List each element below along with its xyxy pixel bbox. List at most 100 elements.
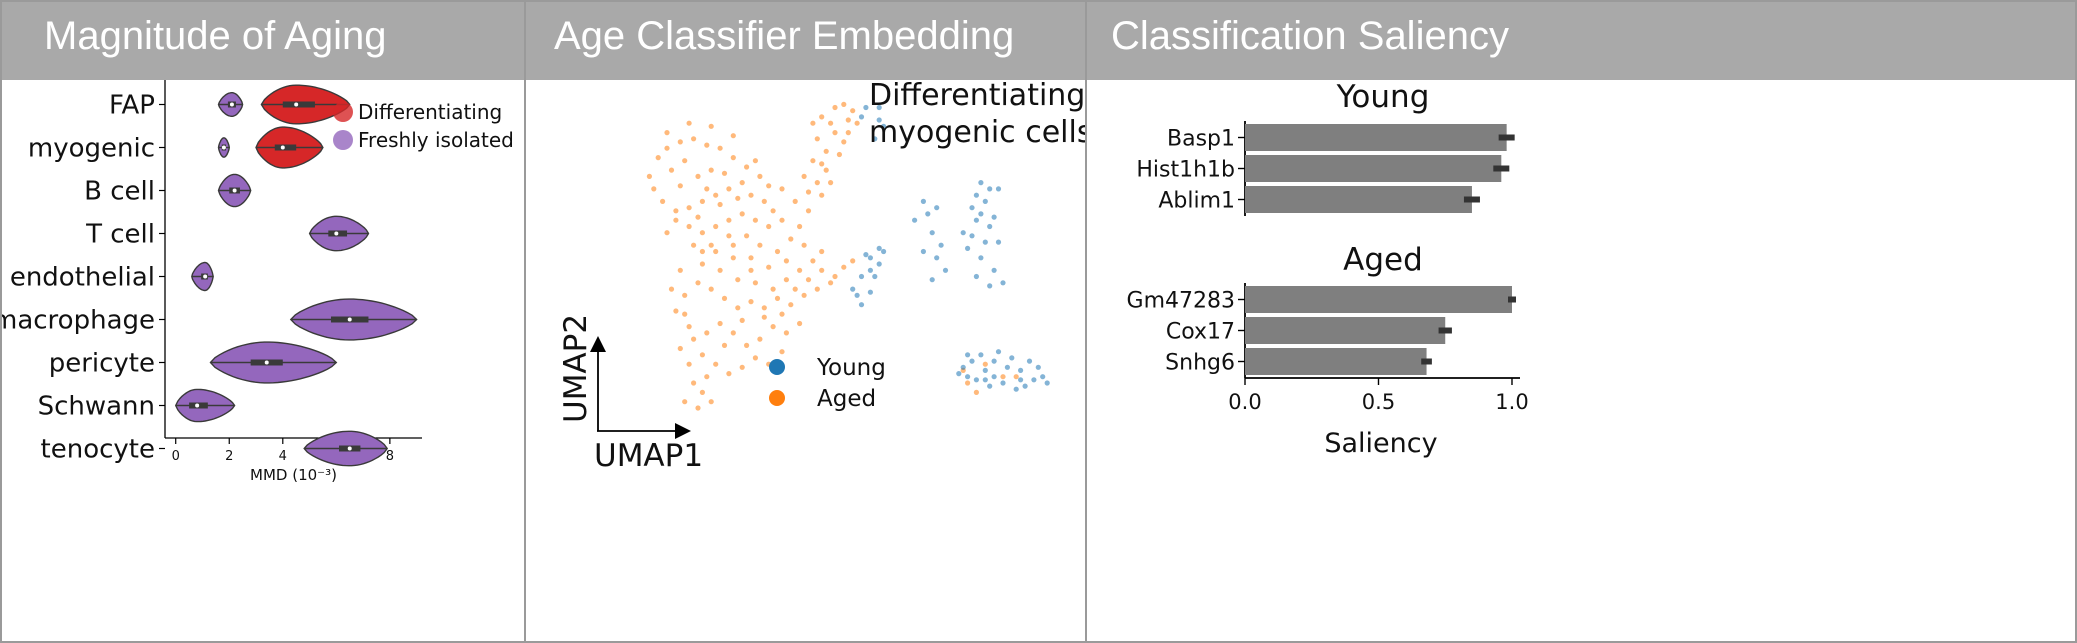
umap-point-young bbox=[973, 192, 979, 198]
violin-category-label-macrophage: macrophage bbox=[0, 306, 155, 336]
umap-point-aged bbox=[699, 230, 705, 236]
umap-point-aged bbox=[797, 223, 803, 230]
umap-point-young bbox=[876, 117, 882, 123]
umap-point-young bbox=[965, 374, 971, 380]
umap-point-young bbox=[850, 286, 856, 292]
umap-point-young bbox=[863, 252, 869, 258]
umap-point-aged bbox=[748, 192, 754, 198]
saliency-bar-basp1 bbox=[1245, 124, 1507, 151]
umap-point-aged bbox=[982, 361, 988, 367]
umap-point-young bbox=[1022, 383, 1028, 389]
umap-point-aged bbox=[704, 142, 710, 148]
violin-b-cell-freshly-isolated-median bbox=[232, 188, 237, 193]
umap-point-aged bbox=[721, 170, 728, 176]
umap-point-aged bbox=[673, 308, 679, 314]
umap-point-aged bbox=[682, 292, 688, 298]
umap-legend-label-young: Young bbox=[816, 355, 886, 381]
umap-point-young bbox=[929, 230, 935, 236]
umap-point-young bbox=[867, 255, 873, 261]
umap-point-aged bbox=[695, 214, 701, 220]
umap-point-aged bbox=[823, 167, 829, 173]
umap-point-young bbox=[1018, 377, 1024, 383]
umap-point-aged bbox=[730, 133, 736, 139]
magnitude-panel-title: Magnitude of Aging bbox=[44, 14, 387, 58]
umap-point-aged bbox=[792, 286, 798, 292]
umap-point-young bbox=[965, 245, 971, 251]
saliency-category-label-ablim1: Ablim1 bbox=[1158, 189, 1235, 214]
umap-point-young bbox=[858, 273, 865, 280]
umap-point-young bbox=[876, 104, 882, 111]
umap-legend-marker-young bbox=[769, 359, 785, 375]
umap-point-young bbox=[872, 273, 878, 280]
umap-point-aged bbox=[704, 374, 710, 380]
saliency-x-tick-label: 1.0 bbox=[1495, 390, 1528, 414]
violin-tenocyte-freshly-isolated-median bbox=[347, 446, 352, 451]
umap-point-aged bbox=[779, 186, 785, 192]
umap-point-young bbox=[1000, 280, 1006, 286]
embedding-panel-header: Age Classifier Embedding bbox=[526, 0, 1085, 80]
violin-fap-freshly-isolated-median bbox=[229, 102, 234, 107]
umap-point-young bbox=[1004, 364, 1010, 370]
saliency-bar-ablim1 bbox=[1245, 186, 1472, 213]
umap-point-aged bbox=[841, 264, 847, 270]
umap-point-aged bbox=[717, 267, 723, 273]
umap-point-aged bbox=[744, 164, 750, 170]
violin-category-label-myogenic: myogenic bbox=[28, 134, 155, 164]
umap-point-aged bbox=[739, 211, 745, 217]
umap-point-young bbox=[956, 371, 962, 377]
umap-point-aged bbox=[770, 324, 776, 330]
umap-point-young bbox=[995, 186, 1002, 192]
saliency-bar-hist1h1b bbox=[1245, 155, 1502, 182]
umap-point-aged bbox=[699, 261, 705, 267]
umap-title-line: Differentiating bbox=[869, 80, 1085, 113]
saliency-x-tick-label: 0.0 bbox=[1228, 390, 1261, 414]
umap-point-aged bbox=[713, 223, 719, 230]
umap-point-aged bbox=[717, 145, 723, 151]
umap-point-aged bbox=[823, 148, 829, 154]
umap-point-aged bbox=[726, 371, 732, 377]
umap-point-aged bbox=[726, 217, 732, 223]
umap-point-young bbox=[991, 214, 997, 220]
umap-point-young bbox=[987, 383, 993, 389]
umap-point-aged bbox=[744, 342, 750, 348]
violin-legend-label-freshly-isolated: Freshly isolated bbox=[358, 128, 514, 152]
umap-point-aged bbox=[748, 255, 754, 261]
violin-myogenic-freshly-isolated-median bbox=[221, 145, 226, 150]
magnitude-panel-header: Magnitude of Aging bbox=[0, 0, 524, 80]
umap-point-young bbox=[920, 198, 926, 204]
umap-point-aged bbox=[730, 155, 736, 161]
violin-x-tick-label: 8 bbox=[386, 449, 394, 464]
umap-point-young bbox=[969, 205, 975, 211]
umap-point-aged bbox=[708, 167, 714, 173]
umap-point-aged bbox=[819, 267, 825, 273]
saliency-group-title-aged: Aged bbox=[1343, 242, 1423, 278]
umap-point-young bbox=[1044, 380, 1050, 386]
umap-point-aged bbox=[739, 180, 745, 186]
umap-point-young bbox=[960, 364, 966, 370]
umap-point-young bbox=[912, 217, 918, 223]
embedding-panel-title: Age Classifier Embedding bbox=[554, 14, 1015, 58]
umap-point-young bbox=[1009, 355, 1015, 361]
umap-point-aged bbox=[721, 295, 728, 301]
violin-legend-marker-freshly-isolated bbox=[333, 130, 353, 150]
umap-point-young bbox=[1013, 386, 1019, 392]
umap-point-aged bbox=[783, 277, 789, 283]
umap-point-aged bbox=[761, 314, 767, 320]
umap-point-aged bbox=[708, 123, 714, 129]
umap-point-young bbox=[872, 136, 878, 142]
embedding-panel: Age Classifier Embedding Differentiating… bbox=[524, 0, 1085, 643]
umap-point-aged bbox=[721, 342, 728, 348]
violin-pericyte-freshly-isolated-median bbox=[264, 360, 269, 365]
umap2-arrowhead bbox=[590, 336, 606, 352]
umap-point-aged bbox=[819, 161, 825, 167]
umap-point-aged bbox=[691, 136, 697, 142]
umap-point-aged bbox=[770, 286, 776, 292]
umap-point-aged bbox=[757, 242, 763, 248]
umap-point-aged bbox=[819, 192, 825, 198]
umap-point-young bbox=[987, 186, 993, 192]
umap-point-young bbox=[858, 114, 865, 120]
umap-point-aged bbox=[686, 120, 692, 126]
violin-x-tick-label: 0 bbox=[172, 449, 180, 464]
violin-x-tick-label: 2 bbox=[225, 449, 233, 464]
